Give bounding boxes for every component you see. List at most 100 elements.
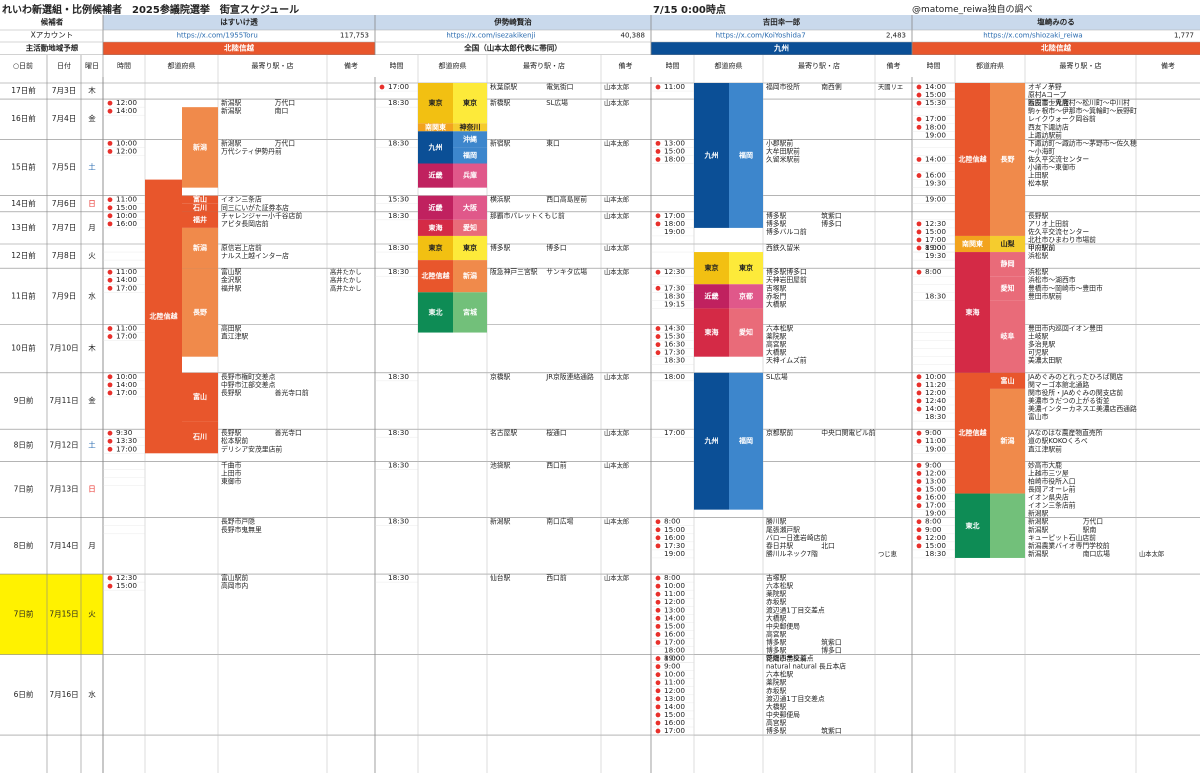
entry-time: 9:30 bbox=[116, 428, 133, 437]
prefecture-block bbox=[729, 252, 763, 285]
entry-place-detail: 北口 bbox=[821, 542, 835, 550]
entry-place: 福井駅 bbox=[221, 283, 242, 292]
entry-note: 高井たかし bbox=[330, 283, 361, 292]
region-block bbox=[418, 235, 453, 261]
region-block bbox=[145, 179, 182, 454]
sun-icon bbox=[655, 221, 661, 227]
sun-icon bbox=[107, 108, 113, 114]
sun-icon bbox=[107, 285, 113, 291]
prefecture-label: 長野 bbox=[1001, 154, 1015, 163]
entry-place: 原村Aコープ bbox=[1028, 90, 1066, 99]
prefecture-label: 静岡 bbox=[1001, 259, 1015, 268]
entry-time: 19:00 bbox=[664, 654, 685, 663]
entry-time: 12:00 bbox=[925, 533, 946, 542]
day-date: 7月12日 bbox=[49, 440, 78, 449]
day-date: 7月9日 bbox=[52, 291, 77, 300]
region-label: 東京 bbox=[429, 243, 443, 252]
entry-time: 18:30 bbox=[388, 267, 409, 276]
sun-icon bbox=[916, 269, 922, 275]
sun-icon bbox=[916, 462, 922, 468]
entry-place: 富山駅 bbox=[221, 267, 242, 276]
entry-place: 上田市 bbox=[221, 468, 242, 477]
prefecture-block bbox=[990, 300, 1025, 373]
entry-note: 高井たかし bbox=[330, 275, 361, 284]
entry-time: 11:00 bbox=[664, 678, 685, 687]
entry-place-detail: 南口広場 bbox=[546, 517, 573, 526]
page-header: れいわ新選組・比例候補者 2025参議院選挙 街宣スケジュール 7/15 0:0… bbox=[0, 0, 1200, 16]
entry-time: 10:00 bbox=[116, 372, 137, 381]
day-before: 17日前 bbox=[11, 85, 36, 95]
entry-place-detail: 西口前 bbox=[546, 460, 567, 469]
entry-place-detail: 万代口 bbox=[275, 138, 295, 147]
entry-place: 北杜市ひまわり市場前 bbox=[1028, 235, 1096, 244]
entry-time: 11:20 bbox=[925, 380, 946, 389]
prefecture-label: 福岡 bbox=[738, 150, 753, 159]
sun-icon bbox=[655, 728, 661, 734]
entry-place: 多治見駅 bbox=[1028, 340, 1055, 349]
entry-place-detail: 万代口 bbox=[1083, 517, 1103, 526]
sun-icon bbox=[655, 157, 661, 162]
prefecture-label: 新潟 bbox=[1001, 436, 1015, 445]
entry-time: 15:00 bbox=[925, 541, 946, 550]
candidate-x-link: https://x.com/isezakikenji bbox=[446, 32, 535, 40]
day-date: 7月7日 bbox=[52, 223, 77, 232]
entry-time: 15:00 bbox=[925, 90, 946, 99]
entry-place: 上越市三ツ屋 bbox=[1028, 468, 1069, 477]
x-account-label: Xアカウント bbox=[31, 31, 74, 40]
entry-place-detail: 筑紫口 bbox=[821, 726, 841, 735]
area-label: 主活動地域予想 bbox=[26, 43, 79, 53]
day-date: 7月15日 bbox=[49, 609, 78, 618]
sun-icon bbox=[107, 149, 113, 154]
col-label: 最寄り駅・店 bbox=[252, 61, 294, 70]
sun-icon bbox=[655, 656, 661, 661]
region-label: 東北 bbox=[429, 307, 443, 316]
prefecture-label: 福井 bbox=[192, 215, 207, 224]
region-label: 南関東 bbox=[425, 122, 447, 131]
entry-time: 15:00 bbox=[116, 203, 137, 212]
entry-place: 花畑小学校前 bbox=[766, 654, 807, 663]
prefecture-block bbox=[990, 372, 1025, 389]
prefecture-label: 宮城 bbox=[463, 307, 477, 316]
entry-place: 仙台駅 bbox=[490, 573, 511, 582]
region-label: 北陸信越 bbox=[422, 271, 451, 280]
region-label: 九州 bbox=[428, 142, 443, 151]
sun-icon bbox=[655, 615, 661, 621]
region-block bbox=[418, 219, 453, 236]
region-block bbox=[418, 292, 453, 333]
entry-time: 10:00 bbox=[925, 372, 946, 381]
prefecture-block bbox=[453, 83, 487, 124]
day-date: 7月13日 bbox=[49, 485, 78, 494]
entry-time: 15:00 bbox=[925, 485, 946, 494]
sun-icon bbox=[916, 438, 922, 444]
entry-time: 16:00 bbox=[664, 533, 685, 542]
entry-time: 15:00 bbox=[664, 146, 685, 155]
sun-icon bbox=[107, 326, 113, 331]
entry-time: 11:00 bbox=[116, 324, 137, 333]
entry-place: 新橋駅 bbox=[490, 98, 511, 107]
moon-icon bbox=[917, 510, 920, 517]
moon-icon bbox=[380, 462, 383, 469]
entry-place: 高宮駅 bbox=[766, 629, 787, 638]
entry-place: 可児駅 bbox=[1028, 348, 1049, 357]
entry-note: つじ恵 bbox=[878, 549, 898, 558]
entry-place: 博多駅 bbox=[766, 637, 787, 646]
day-date: 7月14日 bbox=[49, 541, 78, 550]
moon-icon bbox=[380, 100, 383, 107]
entry-place: 万代シティ伊勢丹前 bbox=[221, 146, 282, 155]
follower-count: 2,483 bbox=[886, 32, 906, 40]
prefecture-label: 大阪 bbox=[463, 203, 478, 212]
sun-icon bbox=[916, 479, 922, 484]
prefecture-block bbox=[182, 372, 218, 422]
entry-time: 16:00 bbox=[116, 219, 137, 228]
moon-icon bbox=[917, 180, 920, 187]
sun-icon bbox=[655, 599, 661, 605]
region-block bbox=[694, 83, 729, 228]
entry-place: 天神イムズ前 bbox=[766, 356, 807, 365]
sun-icon bbox=[655, 285, 661, 291]
entry-note: 山本太郎 bbox=[604, 517, 629, 526]
entry-time: 12:30 bbox=[925, 219, 946, 228]
area-name: 北陸信越 bbox=[1041, 43, 1071, 53]
entry-place: 富山駅前 bbox=[221, 573, 248, 582]
moon-icon bbox=[656, 293, 659, 300]
